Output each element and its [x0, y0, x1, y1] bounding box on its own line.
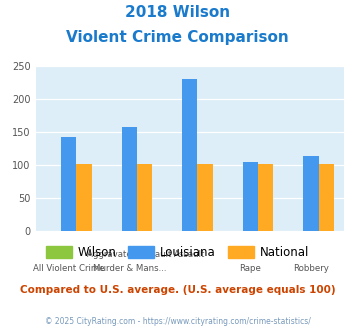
Legend: Wilson, Louisiana, National: Wilson, Louisiana, National	[41, 241, 314, 264]
Bar	[197, 164, 213, 231]
Bar	[258, 164, 273, 231]
Bar	[122, 127, 137, 231]
Bar	[319, 164, 334, 231]
Text: Murder & Mans...: Murder & Mans...	[93, 264, 166, 273]
Text: Violent Crime Comparison: Violent Crime Comparison	[66, 30, 289, 45]
Text: Compared to U.S. average. (U.S. average equals 100): Compared to U.S. average. (U.S. average …	[20, 285, 335, 295]
Bar	[137, 164, 152, 231]
Text: © 2025 CityRating.com - https://www.cityrating.com/crime-statistics/: © 2025 CityRating.com - https://www.city…	[45, 317, 310, 326]
Bar	[243, 162, 258, 231]
Text: All Violent Crime: All Violent Crime	[33, 264, 105, 273]
Text: Aggravated Assault: Aggravated Assault	[87, 250, 171, 259]
Bar	[76, 164, 92, 231]
Bar	[182, 79, 197, 231]
Bar	[61, 137, 76, 231]
Text: Robbery: Robbery	[293, 264, 329, 273]
Text: Assault: Assault	[174, 250, 206, 259]
Text: Rape: Rape	[240, 264, 261, 273]
Text: 2018 Wilson: 2018 Wilson	[125, 5, 230, 20]
Bar	[304, 156, 319, 231]
